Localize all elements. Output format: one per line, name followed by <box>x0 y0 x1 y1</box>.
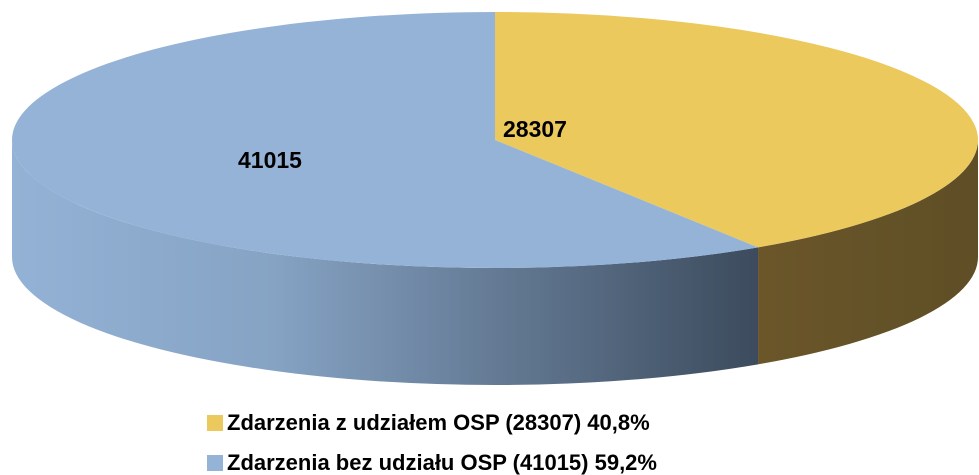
slice-side <box>12 140 759 385</box>
legend-label: Zdarzenia bez udziału OSP (41015) 59,2% <box>227 450 657 475</box>
data-label: 28307 <box>503 116 567 142</box>
data-label: 41015 <box>238 147 302 173</box>
legend-swatch <box>207 455 223 471</box>
slice <box>495 12 979 248</box>
slice-side <box>758 140 978 365</box>
legend-swatch <box>207 415 223 431</box>
legend-label: Zdarzenia z udziałem OSP (28307) 40,8% <box>227 410 650 435</box>
slice <box>12 12 759 269</box>
